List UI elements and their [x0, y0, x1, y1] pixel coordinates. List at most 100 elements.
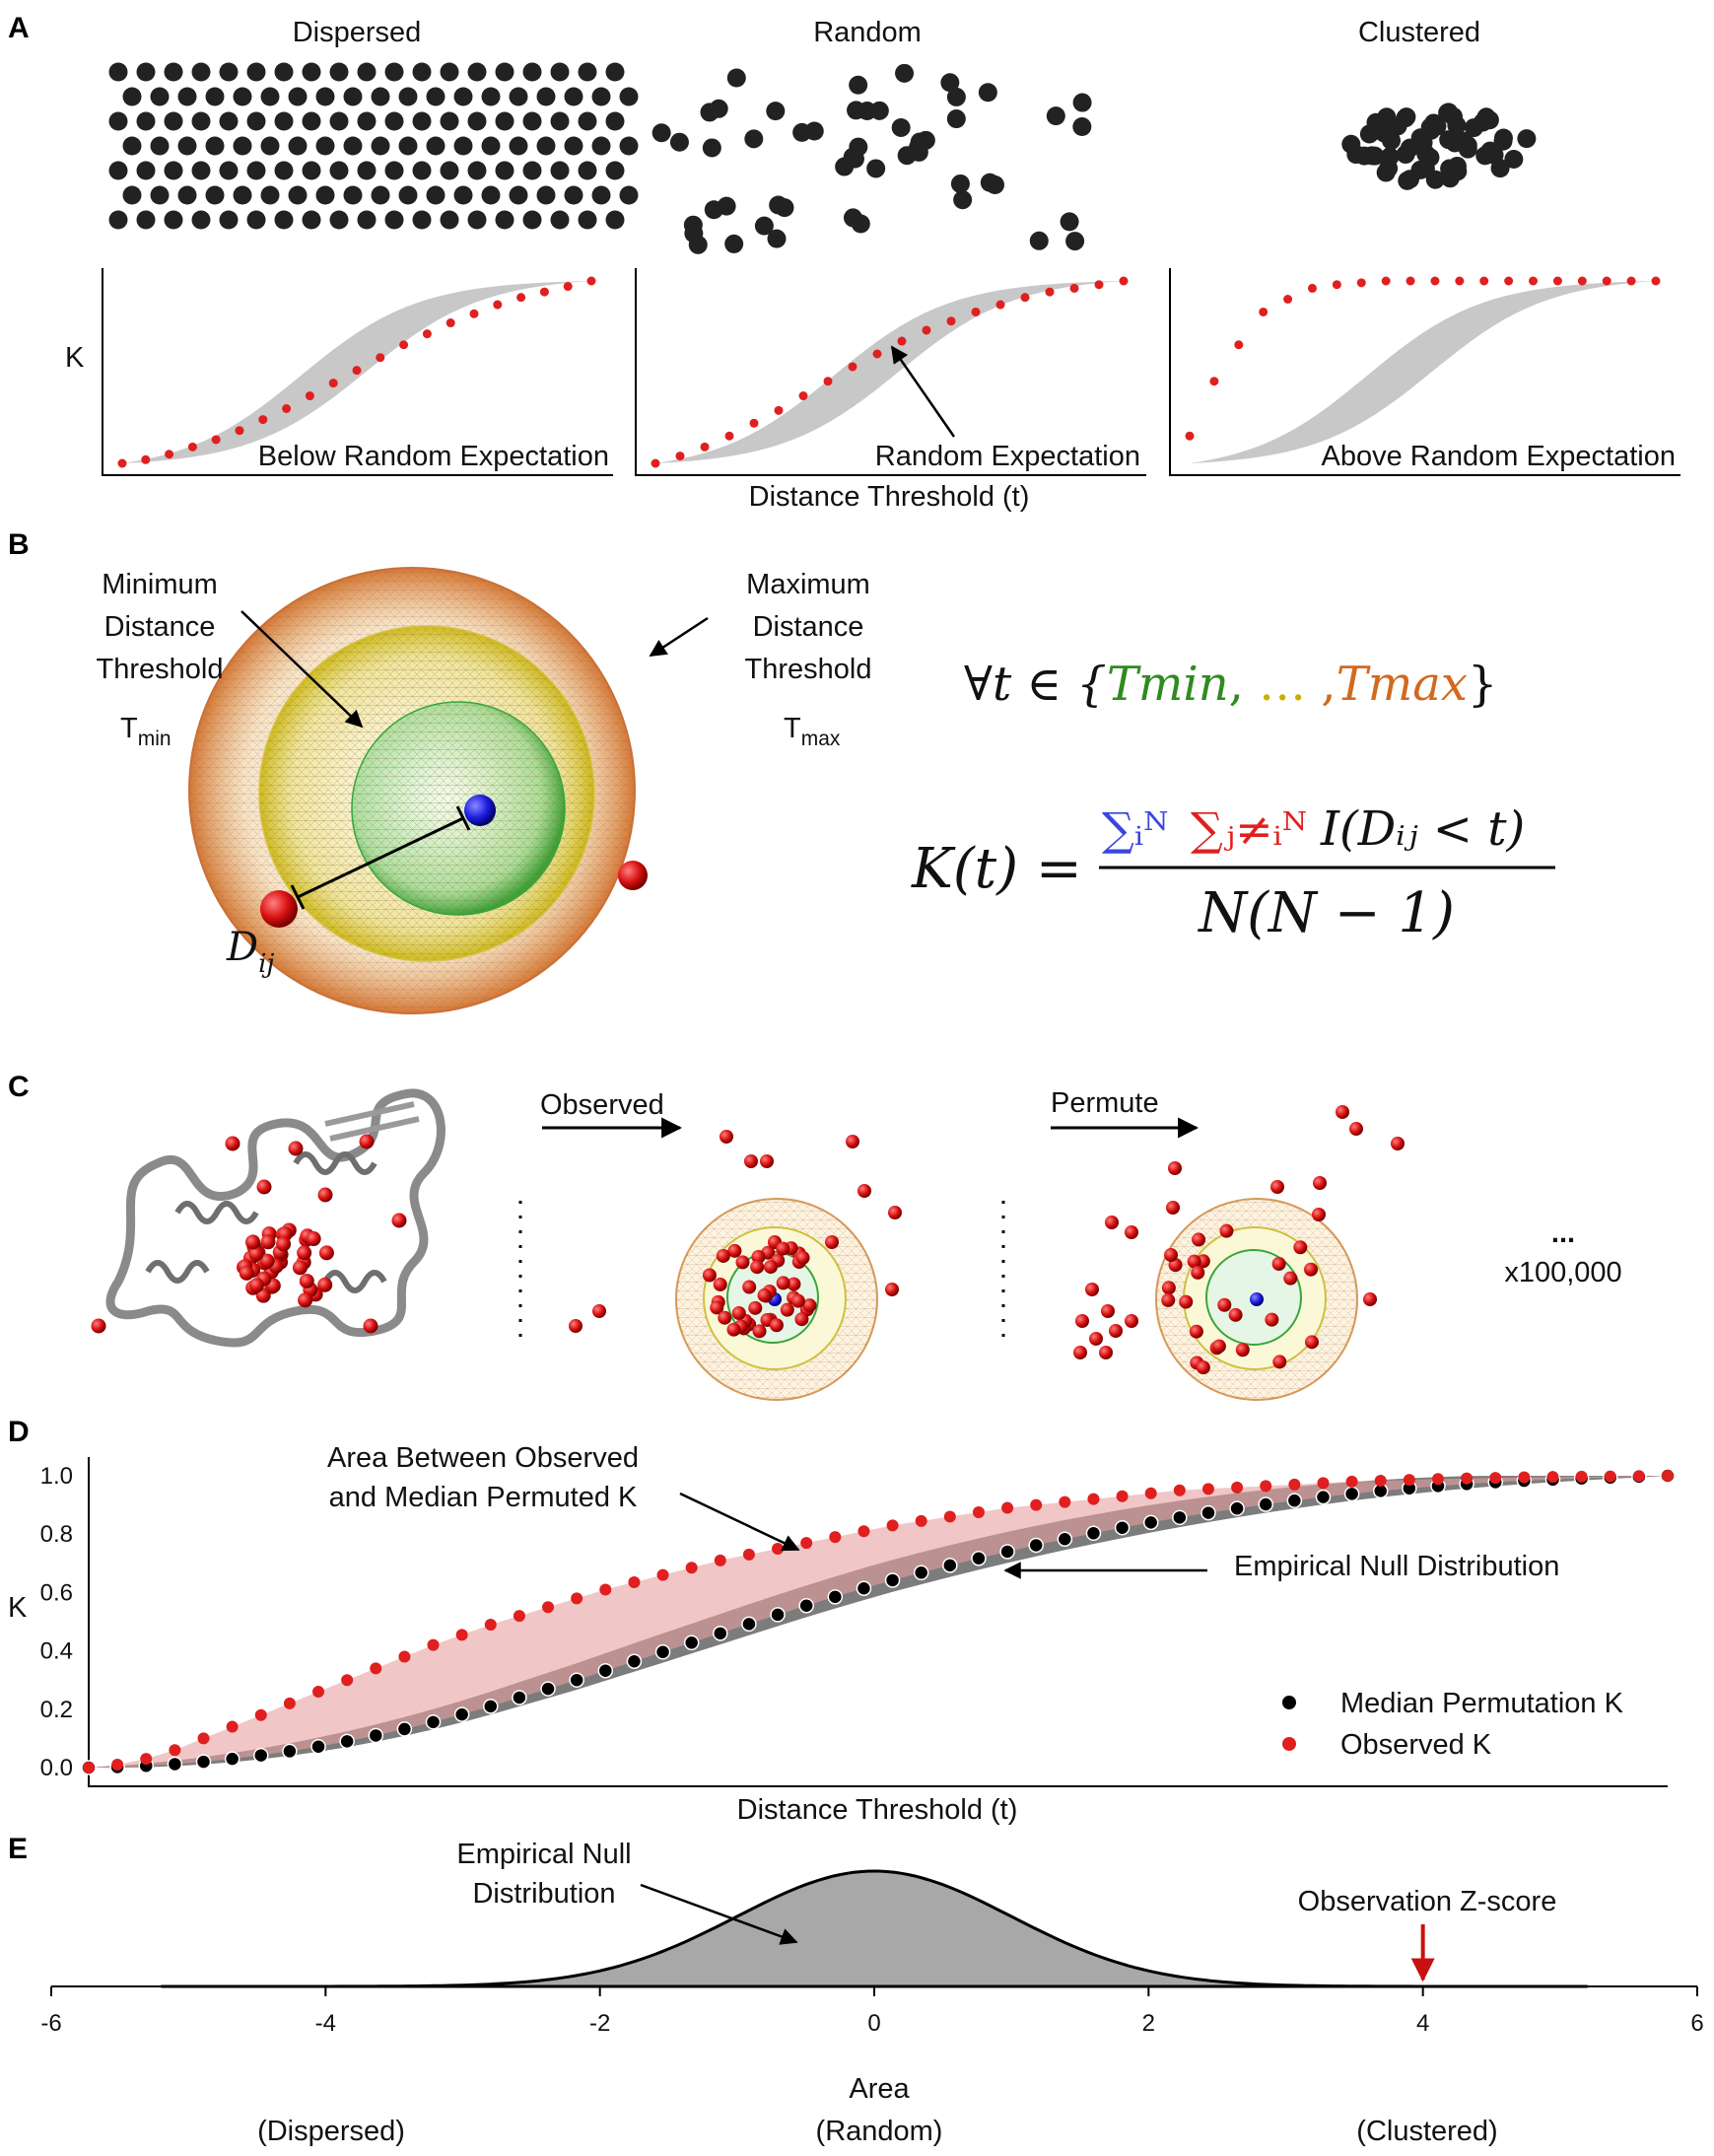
- observed-k-point: [800, 1537, 813, 1550]
- protein-residue: [306, 1231, 321, 1247]
- panel-label-b: B: [8, 528, 30, 561]
- dispersed-point: [205, 87, 225, 106]
- panel-d-x-axis-label: Distance Threshold (t): [737, 1794, 1018, 1826]
- panel-d-y-ticks: 0.0 0.2 0.4 0.6 0.8 1.0: [40, 1463, 73, 1781]
- observed-k-point: [1087, 1493, 1100, 1505]
- dispersed-point: [191, 210, 211, 230]
- clustered-point: [1398, 171, 1417, 190]
- observed-k-point: [1231, 1481, 1244, 1494]
- dispersed-point: [315, 87, 335, 106]
- observed-k-point: [516, 293, 526, 303]
- dispersed-point: [343, 185, 363, 205]
- median-permutation-point: [913, 1565, 929, 1581]
- clustered-point: [1440, 159, 1460, 178]
- permuted-residue: [1304, 1262, 1319, 1277]
- dispersed-point: [591, 136, 611, 156]
- dispersed-point: [522, 210, 542, 230]
- dispersed-point: [150, 87, 170, 106]
- observed-k-point: [427, 1638, 440, 1651]
- bottom-label-dispersed: (Dispersed): [257, 2116, 405, 2147]
- observed-k-point: [724, 431, 734, 441]
- set-prefix: ∀t ∈ {: [964, 657, 1107, 712]
- panel-a-title-random: Random: [813, 17, 922, 48]
- observed-k-point: [656, 1568, 669, 1581]
- dispersed-point: [564, 87, 583, 106]
- random-point: [1029, 231, 1049, 250]
- dispersed-point: [440, 210, 459, 230]
- dispersed-point: [260, 136, 280, 156]
- threshold-set-formula: ∀t ∈ {Tmin, … ,Tmax}: [964, 657, 1497, 712]
- clustered-point: [1493, 131, 1513, 151]
- panel-d-axes: [88, 1457, 1668, 1787]
- permuted-residue: [1073, 1346, 1087, 1359]
- observed-k-point: [700, 442, 710, 452]
- center-residue-sphere: [464, 795, 496, 826]
- observed-k-point: [1479, 276, 1489, 286]
- random-point: [953, 190, 973, 210]
- median-permutation-point: [1057, 1531, 1073, 1547]
- observed-k-point: [628, 1576, 641, 1589]
- ellipsis: ...: [1551, 1217, 1575, 1249]
- observed-k-point: [1332, 280, 1341, 290]
- observed-k-point: [352, 366, 362, 376]
- area-annotation-line-1: Area Between Observed: [327, 1442, 639, 1474]
- y-tick-label: 0.6: [40, 1579, 73, 1606]
- observed-residue: [795, 1250, 810, 1265]
- permuted-residue: [1161, 1292, 1176, 1307]
- y-tick-label: 0.0: [40, 1755, 73, 1781]
- dispersed-point: [371, 87, 390, 106]
- max-threshold-line-2: Distance: [753, 611, 864, 643]
- permuted-residue: [1313, 1176, 1327, 1190]
- protein-residue: [297, 1245, 312, 1261]
- observed-k-point: [675, 452, 685, 461]
- dispersed-point: [453, 87, 473, 106]
- observed-residue: [776, 1276, 790, 1290]
- median-permutation-point: [310, 1738, 326, 1755]
- observed-k-point: [714, 1554, 726, 1566]
- dispersed-point: [550, 210, 570, 230]
- median-permutation-point: [856, 1580, 872, 1597]
- dispersed-point: [136, 210, 156, 230]
- observed-residue: [750, 1260, 765, 1275]
- dispersed-point: [578, 62, 597, 82]
- random-point: [857, 101, 877, 120]
- observed-k-point: [972, 1506, 985, 1518]
- median-permutation-point: [425, 1714, 442, 1730]
- median-permutation-point: [1114, 1519, 1131, 1536]
- dispersed-point: [564, 185, 583, 205]
- permuted-residue: [1265, 1312, 1279, 1327]
- observed-k-point: [376, 353, 385, 363]
- observed-k-point: [1626, 276, 1636, 286]
- random-point: [1046, 106, 1065, 126]
- observed-k-point: [571, 1592, 583, 1605]
- observed-spheres: [675, 1198, 878, 1401]
- random-point: [702, 138, 721, 158]
- observed-k-point: [823, 377, 833, 386]
- y-tick-label: 1.0: [40, 1463, 73, 1490]
- observed-residue: [727, 1243, 742, 1258]
- observed-residue: [780, 1302, 794, 1317]
- permuted-residue: [1219, 1223, 1234, 1238]
- legend-marker-observed: [1282, 1737, 1296, 1751]
- permuted-residue: [1109, 1324, 1123, 1338]
- permuted-residue: [1191, 1265, 1205, 1280]
- observed-k-point: [254, 1708, 267, 1721]
- protein-mutated-residues: [91, 1134, 407, 1334]
- panel-b: Dij Minimum Distance Threshold Tmin Maxi…: [97, 567, 1555, 1014]
- observed-k-point: [1489, 1472, 1502, 1485]
- permuted-residue: [1336, 1105, 1349, 1119]
- max-threshold-arrow: [649, 616, 709, 658]
- observed-k-point: [117, 458, 127, 468]
- clustered-point: [1380, 147, 1400, 167]
- permuted-residue: [1211, 1339, 1226, 1354]
- e-null-annotation-line-1: Empirical Null: [456, 1839, 631, 1870]
- observed-k-point: [370, 1662, 382, 1675]
- median-permutation-point: [1172, 1509, 1188, 1526]
- observed-residue: [751, 1249, 766, 1264]
- dispersed-point: [440, 111, 459, 131]
- protein-residue: [359, 1134, 375, 1149]
- dispersed-point: [412, 111, 432, 131]
- dispersed-point: [426, 136, 446, 156]
- clustered-point: [1458, 139, 1477, 159]
